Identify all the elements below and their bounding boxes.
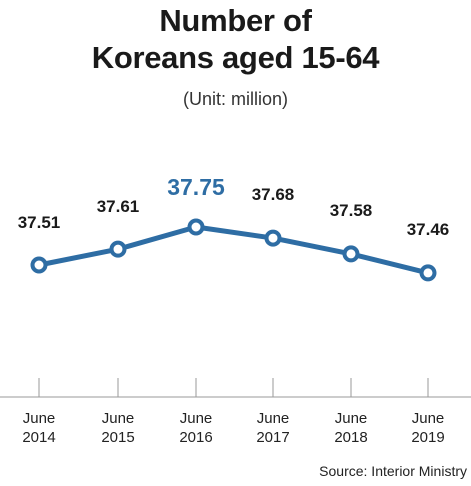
series-line bbox=[36, 224, 431, 276]
x-tick-label: June bbox=[180, 410, 213, 427]
data-label: 37.75 bbox=[167, 174, 225, 200]
x-tick-label: 2019 bbox=[411, 429, 444, 446]
data-point bbox=[419, 264, 437, 282]
x-tick-label: June bbox=[412, 410, 445, 427]
data-point bbox=[109, 240, 127, 258]
x-tick-label: 2018 bbox=[334, 429, 367, 446]
data-point bbox=[187, 218, 205, 236]
x-tick-label: June bbox=[102, 410, 135, 427]
chart-title: Number of Koreans aged 15-64 bbox=[0, 2, 471, 76]
data-point bbox=[30, 256, 48, 274]
chart-title-line-1: Number of bbox=[159, 3, 312, 38]
data-point bbox=[342, 245, 360, 263]
source-note: Source: Interior Ministry bbox=[319, 463, 467, 479]
x-tick-label: 2015 bbox=[101, 429, 134, 446]
chart-title-line-2: Koreans aged 15-64 bbox=[91, 40, 380, 75]
x-tick-label: June bbox=[335, 410, 368, 427]
data-label: 37.68 bbox=[252, 185, 295, 204]
data-label: 37.61 bbox=[97, 197, 140, 216]
x-tick-label: 2014 bbox=[22, 429, 55, 446]
data-label: 37.51 bbox=[18, 213, 61, 232]
data-label: 37.58 bbox=[330, 201, 373, 220]
x-tick-label: June bbox=[23, 410, 56, 427]
x-tick-label: 2016 bbox=[179, 429, 212, 446]
x-tick-label: June bbox=[257, 410, 290, 427]
unit-label: (Unit: million) bbox=[182, 89, 288, 109]
x-tick-label: 2017 bbox=[256, 429, 289, 446]
data-point bbox=[264, 229, 282, 247]
data-label: 37.46 bbox=[407, 220, 450, 239]
